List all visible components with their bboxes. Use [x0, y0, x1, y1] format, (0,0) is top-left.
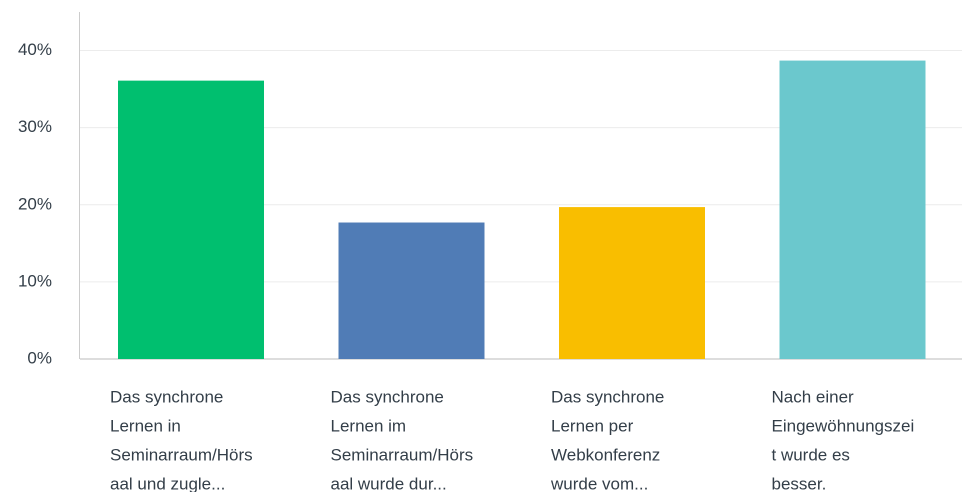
bar — [779, 60, 926, 360]
y-tick-label: 40% — [18, 40, 52, 59]
y-tick-label: 0% — [27, 348, 52, 367]
bar — [118, 80, 264, 359]
x-tick-label: Seminarraum/Hörs — [110, 445, 253, 464]
y-tick-label: 10% — [18, 271, 52, 290]
x-tick-label: Nach einer — [772, 387, 855, 406]
x-tick-label: besser. — [772, 474, 827, 492]
x-tick-label: Das synchrone — [551, 387, 664, 406]
x-tick-label: Seminarraum/Hörs — [331, 445, 474, 464]
x-tick-label: Lernen per — [551, 416, 634, 435]
x-tick-label: Eingewöhnungszei — [772, 416, 915, 435]
x-tick-label: Das synchrone — [110, 387, 223, 406]
bar — [338, 222, 485, 359]
x-tick-label: t wurde es — [772, 445, 850, 464]
bar — [559, 207, 705, 359]
x-tick-label: Lernen im — [331, 416, 407, 435]
y-tick-label: 30% — [18, 117, 52, 136]
x-tick-label: Lernen in — [110, 416, 181, 435]
x-tick-label: aal und zugle... — [110, 474, 225, 492]
x-tick-label: Das synchrone — [331, 387, 444, 406]
y-tick-label: 20% — [18, 194, 52, 213]
x-tick-label: aal wurde dur... — [331, 474, 447, 492]
x-tick-label: wurde vom... — [550, 474, 648, 492]
x-tick-label: Webkonferenz — [551, 445, 660, 464]
